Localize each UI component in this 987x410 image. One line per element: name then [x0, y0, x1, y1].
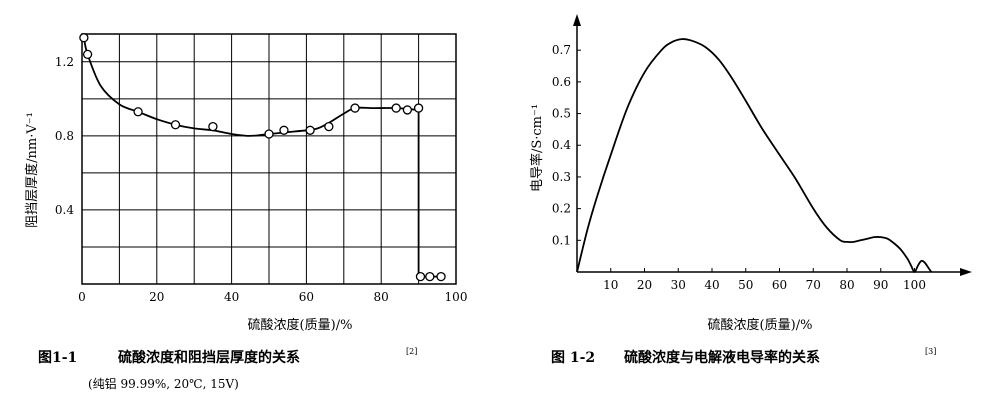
c2-axes — [573, 14, 972, 276]
c1-x-tick-label: 80 — [374, 290, 389, 304]
c2-x-tick-label: 60 — [772, 278, 787, 292]
c1-x-axis-label: 硫酸浓度(质量)/% — [248, 317, 353, 333]
c2-x-tick-label: 70 — [806, 278, 821, 292]
c2-x-tick-label: 30 — [671, 278, 686, 292]
c2-x-tick-label: 10 — [603, 278, 618, 292]
c2-series-line — [576, 38, 933, 273]
c1-caption-reference: [2] — [406, 347, 417, 356]
c2-x-axis-label: 硫酸浓度(质量)/% — [708, 317, 813, 333]
c1-y-ticks: 0.4 0.8 1.2 — [55, 55, 74, 217]
c2-x-tick-label: 100 — [903, 278, 926, 292]
c1-data-point — [79, 33, 89, 43]
c1-fit-curve — [83, 37, 441, 278]
c2-x-axis-arrow — [960, 268, 972, 276]
c2-x-tick-label: 50 — [738, 278, 753, 292]
c2-y-tick-label: 0.2 — [552, 202, 571, 216]
c1-data-point — [170, 120, 181, 130]
c1-data-point — [324, 121, 334, 132]
c1-plot-border — [81, 33, 457, 285]
c1-data-point — [350, 103, 360, 113]
c1-x-tick-label: 40 — [224, 290, 239, 304]
c1-data-point — [82, 49, 93, 60]
c1-data-point — [264, 129, 274, 139]
c1-y-tick-label: 0.8 — [55, 129, 74, 143]
c2-x-tick-label: 40 — [704, 278, 719, 292]
c1-y-tick-label: 0.4 — [55, 203, 74, 217]
chart-conductivity: 10 20 30 40 50 60 70 80 90 100 0.1 0.2 0.3 0.4 0.5 0.6… — [529, 14, 972, 366]
c1-frame — [81, 33, 457, 285]
c1-caption-note: (纯铝 99.99%, 20℃, 15V) — [88, 376, 239, 391]
c2-y-ticks: 0.1 0.2 0.3 0.4 0.5 0.6 0.7 — [552, 43, 581, 247]
c2-caption-title: 硫酸浓度与电解液电导率的关系 — [624, 349, 820, 366]
c1-data-point — [402, 105, 413, 115]
chart-barrier-thickness: 0 20 40 60 80 100 0.4 0.8 1.2 硫酸浓度(质量)/% 阻挡层厚度/… — [24, 33, 467, 391]
c2-y-axis-label: 电导率/S·cm⁻¹ — [529, 104, 545, 192]
c2-y-tick-label: 0.6 — [552, 75, 571, 89]
c1-fit-line — [83, 37, 441, 278]
c1-caption-title: 硫酸浓度和阻挡层厚度的关系 — [118, 349, 300, 366]
c1-data-point — [436, 271, 446, 282]
c2-conductivity-line — [576, 38, 933, 273]
c1-x-tick-label: 60 — [299, 290, 314, 304]
c2-y-tick-label: 0.3 — [552, 170, 571, 184]
c1-data-point — [208, 121, 218, 132]
c2-y-tick-label: 0.4 — [552, 138, 571, 152]
c2-y-tick-label: 0.7 — [552, 43, 571, 57]
c1-y-axis-label: 阻挡层厚度/nm·V⁻¹ — [24, 112, 40, 228]
c1-data-point — [279, 125, 289, 135]
c1-data-points — [79, 33, 446, 282]
c1-data-point — [425, 271, 435, 282]
c1-data-point — [305, 125, 315, 135]
c2-y-axis-arrow — [573, 14, 581, 26]
c1-grid — [82, 34, 456, 284]
c2-x-tick-label: 20 — [637, 278, 652, 292]
c1-data-point — [391, 103, 401, 113]
c1-x-tick-label: 100 — [445, 290, 468, 304]
c2-caption-reference: [3] — [925, 347, 936, 356]
c1-data-point — [415, 271, 426, 282]
c1-caption-number: 图1-1 — [38, 350, 77, 366]
c2-x-tick-label: 90 — [873, 278, 888, 292]
c2-y-tick-label: 0.5 — [552, 107, 571, 121]
c1-data-point — [133, 107, 143, 117]
c1-y-tick-label: 1.2 — [55, 55, 74, 69]
c2-x-tick-label: 80 — [839, 278, 854, 292]
c1-x-ticks: 0 20 40 60 80 100 — [78, 290, 467, 304]
c1-x-tick-label: 20 — [149, 290, 164, 304]
c1-data-point — [413, 103, 424, 113]
c2-x-ticks: 10 20 30 40 50 60 70 80 90 100 — [603, 268, 926, 292]
c2-y-tick-label: 0.1 — [552, 233, 571, 247]
c1-x-tick-label: 0 — [78, 290, 86, 304]
c2-caption-number: 图 1-2 — [551, 350, 595, 366]
